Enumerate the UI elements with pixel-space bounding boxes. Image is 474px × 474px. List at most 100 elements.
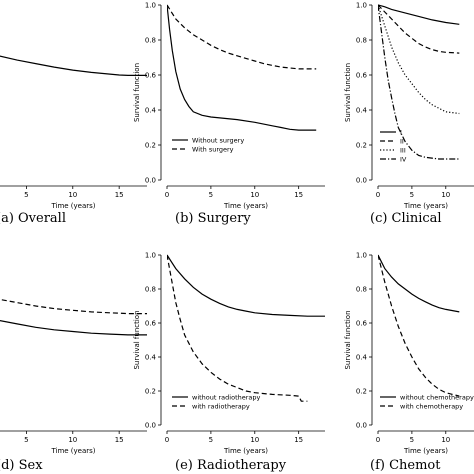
caption-overall: (a) Overall	[0, 211, 66, 226]
y-tick-label: 0.4	[356, 354, 368, 362]
y-tick-label: 0.0	[145, 177, 156, 185]
y-tick-label: 0.8	[356, 286, 367, 294]
x-tick-label: 15	[115, 436, 124, 444]
series-line-dashed	[378, 4, 460, 54]
caption-surgery: (b) Surgery	[175, 211, 251, 226]
x-tick-label: 0	[376, 191, 380, 199]
axes-sex: 5 10 15 Time (years)	[0, 430, 147, 455]
legend-label: II	[400, 137, 404, 145]
y-tick-label: 0.4	[356, 107, 368, 115]
legend-label: without radiotherapy	[192, 393, 261, 401]
y-tick-label: 0.2	[145, 142, 156, 150]
y-tick-label: 0.6	[356, 72, 368, 80]
legend-label: Without surgery	[192, 136, 244, 144]
series-line-solid	[167, 254, 325, 317]
x-tick-label: 15	[294, 191, 303, 199]
y-tick-label: 0.4	[145, 107, 157, 115]
series-line-solid	[0, 55, 147, 76]
series-line-dashed	[167, 4, 317, 70]
x-tick-label: 0	[376, 436, 380, 444]
series-group-overall	[0, 55, 147, 76]
y-tick-label: 0.6	[145, 72, 157, 80]
x-tick-label: 10	[250, 191, 259, 199]
x-tick-label: 5	[24, 191, 28, 199]
x-tick-label: 10	[68, 191, 77, 199]
series-group-surgery	[167, 4, 317, 131]
series-line-solid	[378, 4, 460, 25]
y-tick-label: 0.6	[145, 320, 157, 328]
y-tick-label: 0.0	[356, 177, 367, 185]
caption-sex: (d) Sex	[0, 458, 43, 473]
x-tick-label: 5	[209, 436, 213, 444]
series-line-dotted	[378, 4, 460, 115]
x-tick-label: 15	[294, 436, 303, 444]
axes-radiotherapy: 0 5 10 15 0.0 0.2 0.4 0.6 0.8 1.0 Survival functio…	[133, 252, 325, 455]
y-tick-label: 0.8	[145, 286, 156, 294]
legend-label: III	[400, 146, 406, 154]
axes-overall: 5 10 15 Time (years)	[0, 185, 147, 210]
x-tick-label: 5	[410, 191, 414, 199]
panel-surgery: 0 5 10 15 0.0 0.2 0.4 0.6 0.8 1.0 Survival functio…	[133, 2, 325, 226]
x-axis-label: Time (years)	[403, 202, 448, 210]
axes-surgery: 0 5 10 15 0.0 0.2 0.4 0.6 0.8 1.0 Survival functio…	[133, 2, 325, 210]
x-tick-label: 0	[165, 191, 169, 199]
y-tick-label: 0.2	[356, 388, 367, 396]
x-tick-label: 5	[209, 191, 213, 199]
y-tick-label: 0.0	[356, 422, 367, 430]
x-tick-label: 10	[68, 436, 77, 444]
y-tick-label: 0.0	[145, 422, 156, 430]
x-axis-label: Time (years)	[223, 202, 268, 210]
series-line-dashdot	[378, 4, 460, 160]
legend-label: with radiotherapy	[192, 402, 250, 410]
series-line-dashed	[167, 254, 308, 402]
x-tick-label: 5	[410, 436, 414, 444]
legend-label: without chemotherapy	[400, 393, 474, 401]
series-line-dashed	[378, 254, 460, 397]
legend-label: IV	[400, 155, 407, 163]
x-tick-label: 10	[441, 191, 450, 199]
legend-label: with chemotherapy	[400, 402, 463, 410]
series-group-clinical	[378, 4, 460, 160]
y-axis-label: Survival function	[344, 63, 352, 122]
y-tick-label: 0.2	[356, 142, 367, 150]
y-tick-label: 0.8	[356, 37, 367, 45]
x-tick-label: 10	[250, 436, 259, 444]
series-line-solid	[378, 254, 460, 313]
y-tick-label: 0.4	[145, 354, 157, 362]
axes-clinical: 0 5 10 0.0 0.2 0.4 0.6 0.8 1.0 Survival function T…	[344, 2, 474, 210]
y-tick-label: 0.8	[145, 37, 156, 45]
caption-radiotherapy: (e) Radiotherapy	[175, 458, 287, 473]
series-group-chemotherapy	[378, 254, 460, 397]
axes-chemotherapy: 0 5 10 0.0 0.2 0.4 0.6 0.8 1.0 Survival function T…	[344, 252, 474, 455]
series-line-solid	[167, 4, 317, 131]
x-tick-label: 10	[441, 436, 450, 444]
y-axis-label: Survival function	[133, 63, 141, 122]
panel-sex: 5 10 15 Time (years) (d) Sex	[0, 298, 147, 473]
x-axis-label: Time (years)	[50, 202, 95, 210]
y-tick-label: 1.0	[145, 2, 156, 10]
series-line-solid	[0, 320, 147, 336]
caption-chemotherapy: (f) Chemot	[370, 458, 441, 473]
y-tick-label: 1.0	[145, 252, 156, 260]
y-tick-label: 1.0	[356, 2, 367, 10]
x-axis-label: Time (years)	[50, 447, 95, 455]
legend-label: I	[400, 128, 402, 136]
legend-label: With surgery	[192, 145, 234, 153]
panel-overall: 5 10 15 Time (years)(a) Overall	[0, 55, 147, 226]
x-tick-label: 15	[115, 191, 124, 199]
y-axis-label: Survival function	[133, 310, 141, 369]
y-tick-label: 1.0	[356, 252, 367, 260]
caption-clinical: (c) Clinical	[370, 211, 442, 226]
y-tick-label: 0.2	[145, 388, 156, 396]
x-tick-label: 0	[165, 436, 169, 444]
series-group-sex	[0, 298, 147, 336]
y-axis-label: Survival function	[344, 310, 352, 369]
panel-radiotherapy: 0 5 10 15 0.0 0.2 0.4 0.6 0.8 1.0 Survival functio…	[133, 252, 325, 473]
y-tick-label: 0.6	[356, 320, 368, 328]
x-axis-label: Time (years)	[403, 447, 448, 455]
series-line-dashed	[0, 298, 147, 315]
